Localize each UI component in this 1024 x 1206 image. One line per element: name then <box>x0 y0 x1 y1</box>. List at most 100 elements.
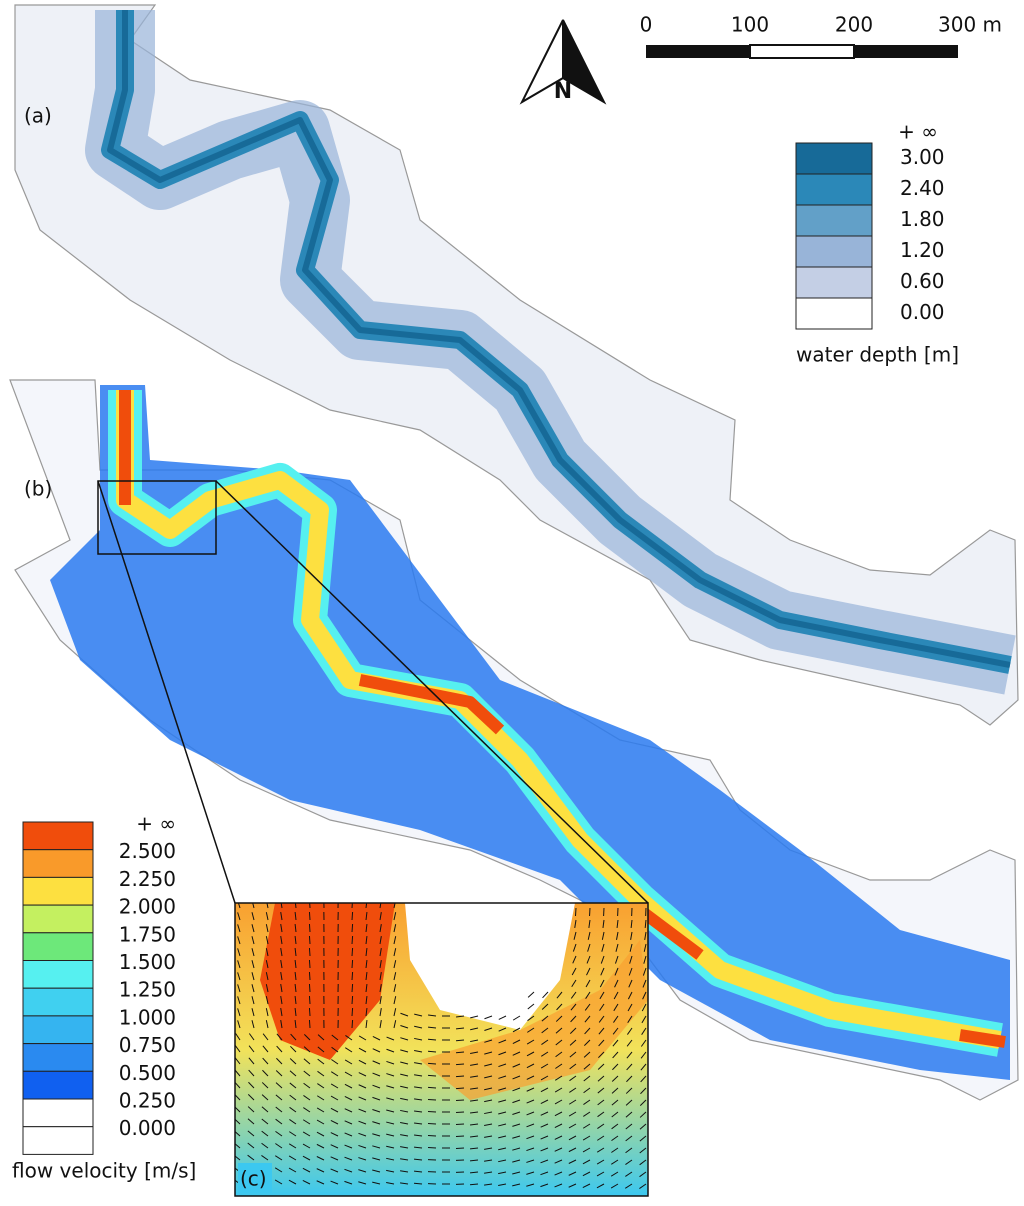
velocity-arrow <box>303 1046 311 1053</box>
velocity-arrow <box>393 984 397 993</box>
velocity-arrow <box>640 1075 647 1083</box>
velocity-arrow <box>344 1144 353 1149</box>
velocity-arrow <box>288 1179 297 1185</box>
velocity-arrow <box>248 1033 255 1041</box>
legend-swatch <box>22 876 94 906</box>
velocity-arrow <box>308 911 311 921</box>
velocity-arrow <box>280 996 283 1005</box>
velocity-arrow <box>512 1075 521 1080</box>
velocity-arrow <box>351 911 354 921</box>
velocity-arrow <box>302 1155 311 1161</box>
velocity-arrow <box>611 1087 619 1094</box>
velocity-arrow <box>512 1015 521 1021</box>
velocity-arrow <box>379 996 382 1005</box>
velocity-arrow <box>308 971 311 981</box>
velocity-arrow <box>372 1181 381 1185</box>
velocity-arrow <box>289 1094 297 1101</box>
velocity-arrow <box>583 1039 591 1047</box>
velocity-arrow <box>597 1075 605 1082</box>
velocity-arrow <box>598 1051 605 1059</box>
velocity-arrow <box>251 1020 255 1029</box>
velocity-arrow <box>386 1157 395 1161</box>
velocity-arrow <box>512 1171 521 1175</box>
map-a <box>14 4 1019 726</box>
velocity-arrow <box>469 1123 479 1126</box>
velocity-arrow <box>276 1057 283 1065</box>
legend-label: 0.00 <box>900 300 945 324</box>
legend-swatch <box>22 1043 94 1072</box>
scale-label: 100 <box>731 13 769 37</box>
velocity-arrow <box>351 903 353 909</box>
velocity-arrow <box>571 979 577 988</box>
velocity-arrow <box>568 1183 577 1188</box>
velocity-arrow <box>265 936 269 945</box>
velocity-arrow <box>626 1063 633 1071</box>
legend-swatch <box>795 142 873 175</box>
velocity-arrow <box>512 1111 521 1115</box>
velocity-arrow <box>469 1159 479 1162</box>
velocity-arrow <box>541 1003 549 1010</box>
velocity-arrow <box>345 1047 353 1053</box>
velocity-arrow <box>386 1181 395 1185</box>
velocity-arrow <box>526 1063 535 1069</box>
velocity-arrow <box>568 1171 577 1176</box>
velocity-arrow <box>484 1159 493 1162</box>
velocity-arrow <box>611 1075 619 1082</box>
velocity-arrow <box>365 971 368 981</box>
velocity-arrow <box>455 1039 465 1042</box>
velocity-arrow <box>470 1063 479 1066</box>
velocity-arrow <box>393 996 397 1005</box>
velocity-arrow <box>358 1144 367 1149</box>
velocity-arrow <box>358 1096 367 1101</box>
velocity-arrow <box>414 1050 423 1053</box>
velocity-arrow <box>400 1122 409 1125</box>
legend-swatch <box>22 932 94 961</box>
velocity-arrow <box>554 1087 563 1093</box>
velocity-arrow <box>569 1087 577 1093</box>
velocity-arrow <box>358 1132 367 1137</box>
velocity-arrow <box>379 1020 382 1029</box>
velocity-arrow <box>261 1094 269 1101</box>
legend-swatch <box>795 297 873 330</box>
velocity-arrow <box>393 960 397 969</box>
velocity-arrow <box>247 1154 255 1161</box>
velocity-arrow <box>484 1135 493 1138</box>
velocity-arrow <box>251 936 255 945</box>
velocity-arrow <box>316 1107 325 1113</box>
velocity-arrow <box>294 983 297 993</box>
velocity-arrow <box>261 1155 269 1161</box>
velocity-arrow <box>379 960 382 969</box>
velocity-arrow <box>280 1020 283 1029</box>
velocity-arrow <box>639 1111 647 1118</box>
velocity-arrow <box>455 1111 465 1114</box>
velocity-arrow <box>274 1167 283 1173</box>
velocity-arrow <box>316 1131 325 1137</box>
velocity-arrow <box>358 1035 367 1041</box>
velocity-arrow <box>290 1033 297 1041</box>
velocity-arrow <box>308 1007 311 1017</box>
velocity-arrow <box>582 1171 591 1177</box>
velocity-arrow <box>455 1075 465 1078</box>
velocity-arrow <box>275 1130 283 1137</box>
velocity-arrow <box>316 1180 325 1185</box>
legend-label: 1.500 <box>119 950 176 974</box>
velocity-arrow <box>554 1159 563 1164</box>
velocity-arrow <box>540 1159 549 1164</box>
velocity-arrow <box>584 1003 591 1011</box>
legend-label: 0.750 <box>119 1033 176 1057</box>
velocity-arrow <box>498 1183 507 1187</box>
velocity-arrow <box>640 1063 647 1071</box>
velocity-arrow <box>400 1012 409 1017</box>
velocity-arrow <box>642 979 647 988</box>
legend-swatch <box>22 960 94 989</box>
velocity-arrow <box>512 1123 521 1127</box>
velocity-arrow <box>625 1123 633 1130</box>
velocity-arrow <box>413 1146 423 1149</box>
velocity-arrow <box>586 967 591 976</box>
velocity-arrow <box>247 1118 255 1125</box>
legend-label: + ∞ <box>136 812 176 836</box>
velocity-arrow <box>512 1159 521 1163</box>
velocity-arrow <box>484 1075 493 1079</box>
velocity-arrow <box>303 1082 311 1089</box>
velocity-arrow <box>379 972 382 981</box>
